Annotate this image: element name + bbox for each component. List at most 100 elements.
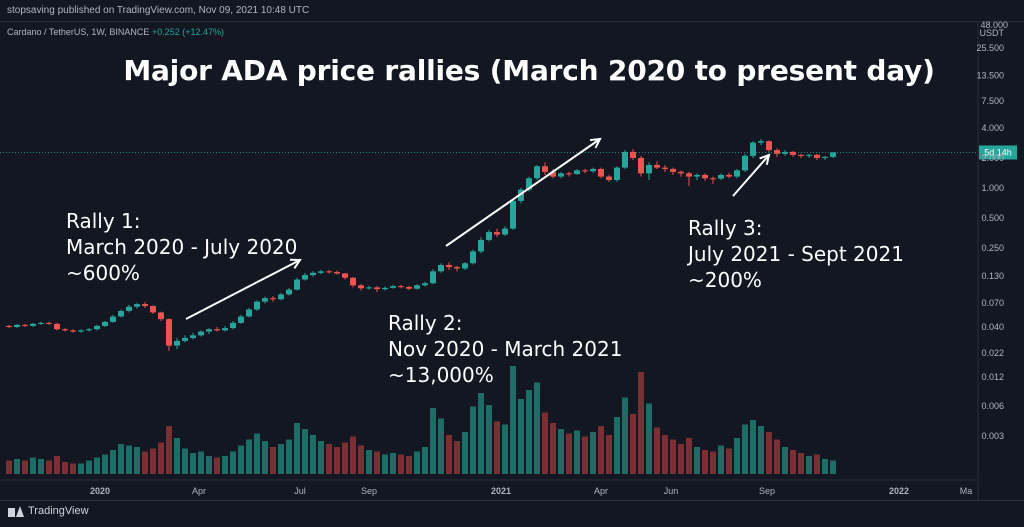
time-tick-label: Jun <box>664 486 679 496</box>
candle-body <box>126 306 132 311</box>
volume-bar <box>198 451 204 474</box>
volume-bar <box>782 447 788 474</box>
time-tick-label: Apr <box>594 486 608 496</box>
time-tick-label: Apr <box>192 486 206 496</box>
candle-body <box>558 173 564 177</box>
candle-body <box>38 322 44 324</box>
candle-body <box>166 319 172 346</box>
candle-body <box>198 331 204 336</box>
candle-body <box>614 167 620 181</box>
candle-body <box>678 171 684 174</box>
price-tick-label: 25.500 <box>976 43 1004 53</box>
volume-bar <box>30 457 36 474</box>
volume-bar <box>374 451 380 474</box>
volume-bar <box>94 457 100 474</box>
candle-body <box>782 151 788 154</box>
candle-body <box>70 330 76 332</box>
volume-bar <box>150 448 156 474</box>
rally-3-annotation: Rally 3: July 2021 - Sept 2021 ~200% <box>688 215 904 293</box>
candle-body <box>22 324 28 326</box>
candle-body <box>582 170 588 172</box>
volume-bar <box>406 456 412 474</box>
volume-bar <box>718 445 724 474</box>
candle-body <box>438 264 444 272</box>
candle-body <box>318 271 324 273</box>
volume-bar <box>518 399 524 474</box>
volume-bar <box>798 453 804 474</box>
volume-bar <box>438 418 444 474</box>
time-axis: 2020 Apr Jul Sep 2021 Apr Jun Sep 2022 Ma <box>90 486 972 496</box>
volume-tick-label: 0.006 <box>981 401 1004 411</box>
candle-body <box>190 335 196 339</box>
volume-bar <box>22 460 28 474</box>
candle-body <box>606 176 612 181</box>
volume-bar <box>446 435 452 474</box>
volume-bar <box>830 460 836 474</box>
symbol-info: Cardano / TetherUS, 1W, BINANCE +0.252 (… <box>7 27 224 37</box>
candle-body <box>574 170 580 174</box>
candle-body <box>510 200 516 229</box>
candle-body <box>518 189 524 201</box>
candle-body <box>326 271 332 273</box>
time-tick-label: Sep <box>361 486 377 496</box>
candle-body <box>206 329 212 332</box>
candle-body <box>750 142 756 156</box>
rally-1-annotation: Rally 1: March 2020 - July 2020 ~600% <box>66 208 297 286</box>
rally-1-heading: Rally 1: <box>66 209 141 233</box>
candle-body <box>302 275 308 280</box>
volume-bar <box>382 454 388 474</box>
rally-1-dates: March 2020 - July 2020 <box>66 235 298 259</box>
price-tick-label: 0.130 <box>981 271 1004 281</box>
price-tick-label: 0.040 <box>981 322 1004 332</box>
candle-body <box>14 324 20 327</box>
volume-bar <box>590 432 596 474</box>
volume-bar <box>694 447 700 474</box>
candle-body <box>590 168 596 172</box>
time-tick-label: 2022 <box>889 486 909 496</box>
grid-lines <box>0 22 979 500</box>
volume-bar <box>134 447 140 474</box>
volume-bar <box>734 438 740 474</box>
candle-body <box>174 340 180 346</box>
candle-body <box>430 271 436 284</box>
candle-body <box>390 286 396 288</box>
tradingview-brand-text: TradingView <box>28 505 89 517</box>
volume-bar <box>294 423 300 474</box>
volume-bar <box>702 450 708 474</box>
tradingview-logo[interactable]: TradingView <box>8 505 89 517</box>
volume-bar <box>334 447 340 474</box>
volume-bar <box>486 405 492 474</box>
candle-body <box>30 323 36 326</box>
rally-3-arrow <box>732 153 771 197</box>
volume-bar <box>238 445 244 474</box>
publisher-text: stopsaving published on TradingView.com,… <box>7 5 310 16</box>
volume-bar <box>534 382 540 474</box>
volume-bars <box>6 366 836 474</box>
volume-bar <box>310 435 316 474</box>
volume-bar <box>670 439 676 474</box>
chart-title: Major ADA price rallies (March 2020 to p… <box>123 54 935 87</box>
volume-bar <box>142 451 148 474</box>
volume-bar <box>86 460 92 474</box>
volume-bar <box>558 429 564 474</box>
volume-bar <box>638 372 644 474</box>
rally-1-arrow <box>185 258 302 320</box>
volume-bar <box>278 444 284 474</box>
candle-body <box>142 304 148 307</box>
volume-bar <box>126 445 132 474</box>
candle-body <box>702 174 708 179</box>
arrow-shaft <box>732 154 770 197</box>
volume-bar <box>118 444 124 474</box>
rally-3-heading: Rally 3: <box>688 216 763 240</box>
candle-body <box>814 154 820 158</box>
volume-bar <box>678 444 684 474</box>
volume-bar <box>766 432 772 474</box>
volume-bar <box>230 451 236 474</box>
volume-bar <box>166 426 172 474</box>
volume-bar <box>606 435 612 474</box>
candle-body <box>534 166 540 179</box>
candle-body <box>638 157 644 174</box>
candle-body <box>422 283 428 286</box>
rally-3-gain: ~200% <box>688 268 762 292</box>
